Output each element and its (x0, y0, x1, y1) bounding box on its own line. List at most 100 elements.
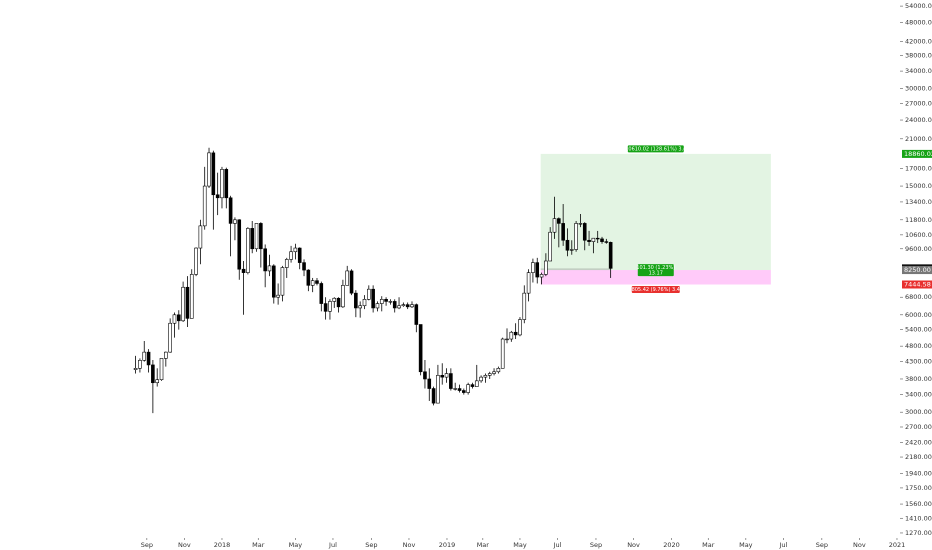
candle-body (565, 239, 570, 251)
candle-body (544, 260, 548, 275)
candle-body (181, 286, 185, 322)
x-tick-label: 2019 (439, 541, 456, 549)
x-tick-label: May (739, 541, 753, 549)
candle-body (341, 285, 345, 308)
candle-body (509, 331, 514, 340)
candle-body (604, 241, 609, 243)
candle-body (246, 228, 250, 273)
target-zone (540, 153, 771, 271)
candle-body (397, 305, 401, 309)
candle-body (155, 379, 159, 384)
candle-body (159, 358, 164, 381)
candle-body (345, 270, 350, 286)
x-tick-label: Jul (553, 541, 562, 549)
candle-body (354, 292, 358, 309)
candle-body (531, 262, 535, 273)
entry-price-label-bg (902, 266, 932, 275)
candle-body (211, 152, 216, 196)
candle-body (189, 274, 194, 319)
y-tick-label: 54000.00 (905, 2, 932, 10)
candle-body (578, 223, 583, 225)
x-tick-label: Nov (627, 541, 640, 549)
y-tick-label: 34000.00 (905, 67, 932, 75)
candle-body (284, 259, 289, 268)
candle-body (418, 324, 423, 373)
candle-body (569, 249, 574, 251)
x-tick-label: Sep (816, 541, 828, 549)
candle-body (142, 351, 147, 361)
y-tick-label: 3800.00 (905, 375, 932, 383)
candle-body (215, 194, 220, 199)
candle-body (474, 380, 479, 387)
candle-body (349, 270, 354, 294)
candle-body (405, 304, 410, 308)
candle-body (302, 262, 306, 271)
candle-body (505, 338, 509, 341)
candle-body (574, 223, 578, 250)
candle-body (535, 262, 540, 278)
candle-body (557, 218, 561, 224)
candle-body (600, 238, 604, 242)
candle-body (449, 373, 453, 389)
candle-body (423, 371, 427, 380)
y-tick-label: 3000.00 (905, 408, 932, 416)
x-tick-label: Mar (252, 541, 265, 549)
candle-body (202, 185, 207, 227)
candle-body (272, 265, 276, 298)
candle-body (608, 242, 613, 269)
candle-body (315, 280, 319, 284)
candle-body (207, 152, 211, 187)
candle-body (591, 237, 596, 242)
candle-body (323, 303, 328, 312)
candle-body (392, 301, 397, 309)
y-tick-label: 11800.00 (905, 216, 932, 224)
candle-body (522, 292, 527, 320)
candle-body (513, 331, 518, 336)
open-pnl-zone (540, 268, 611, 271)
candle-body (328, 301, 332, 312)
candle-body (582, 223, 587, 241)
candle-body (194, 247, 198, 275)
y-tick-label: 13400.00 (905, 198, 932, 206)
candle-body (587, 239, 591, 242)
candle-body (233, 219, 237, 224)
target-label-bg (627, 145, 684, 153)
candle-body (462, 390, 466, 393)
y-tick-label: 1270.00 (905, 529, 932, 537)
candle-body (453, 388, 457, 390)
x-tick-label: Mar (702, 541, 715, 549)
candle-body (276, 294, 280, 298)
y-tick-label: 38000.00 (905, 51, 932, 59)
x-tick-label: Sep (590, 541, 602, 549)
x-tick-label: Nov (403, 541, 416, 549)
candle-body (267, 265, 272, 272)
candle-body (410, 304, 414, 308)
candle-body (379, 299, 384, 304)
candle-body (479, 376, 483, 382)
candle-body (561, 223, 565, 241)
candle-body (250, 228, 255, 250)
stop-price-label-bg (902, 280, 932, 289)
candle-body (548, 231, 552, 262)
candle-body (440, 375, 445, 378)
candle-body (496, 368, 501, 373)
x-tick-label: Jul (328, 541, 337, 549)
candle-body (138, 360, 142, 369)
x-tick-label: Sep (141, 541, 153, 549)
target-label: 10610.02 (128.61%) 3.4 (625, 146, 686, 152)
y-tick-label: 2420.00 (905, 438, 932, 446)
y-tick-label: 30000.00 (905, 85, 932, 93)
candle-body (263, 248, 267, 272)
candle-body (306, 269, 311, 286)
candle-body (358, 305, 362, 309)
candle-body (241, 268, 246, 273)
candle-body (371, 288, 375, 309)
y-tick-label: 6800.00 (905, 293, 932, 301)
x-tick-label: Sep (365, 541, 377, 549)
x-tick-label: May (513, 541, 527, 549)
candle-body (146, 351, 151, 366)
y-tick-label: 1940.00 (905, 469, 932, 477)
candle-body (470, 384, 475, 387)
stop-price-label: 7444.58 (904, 280, 931, 288)
candle-body (310, 280, 315, 286)
